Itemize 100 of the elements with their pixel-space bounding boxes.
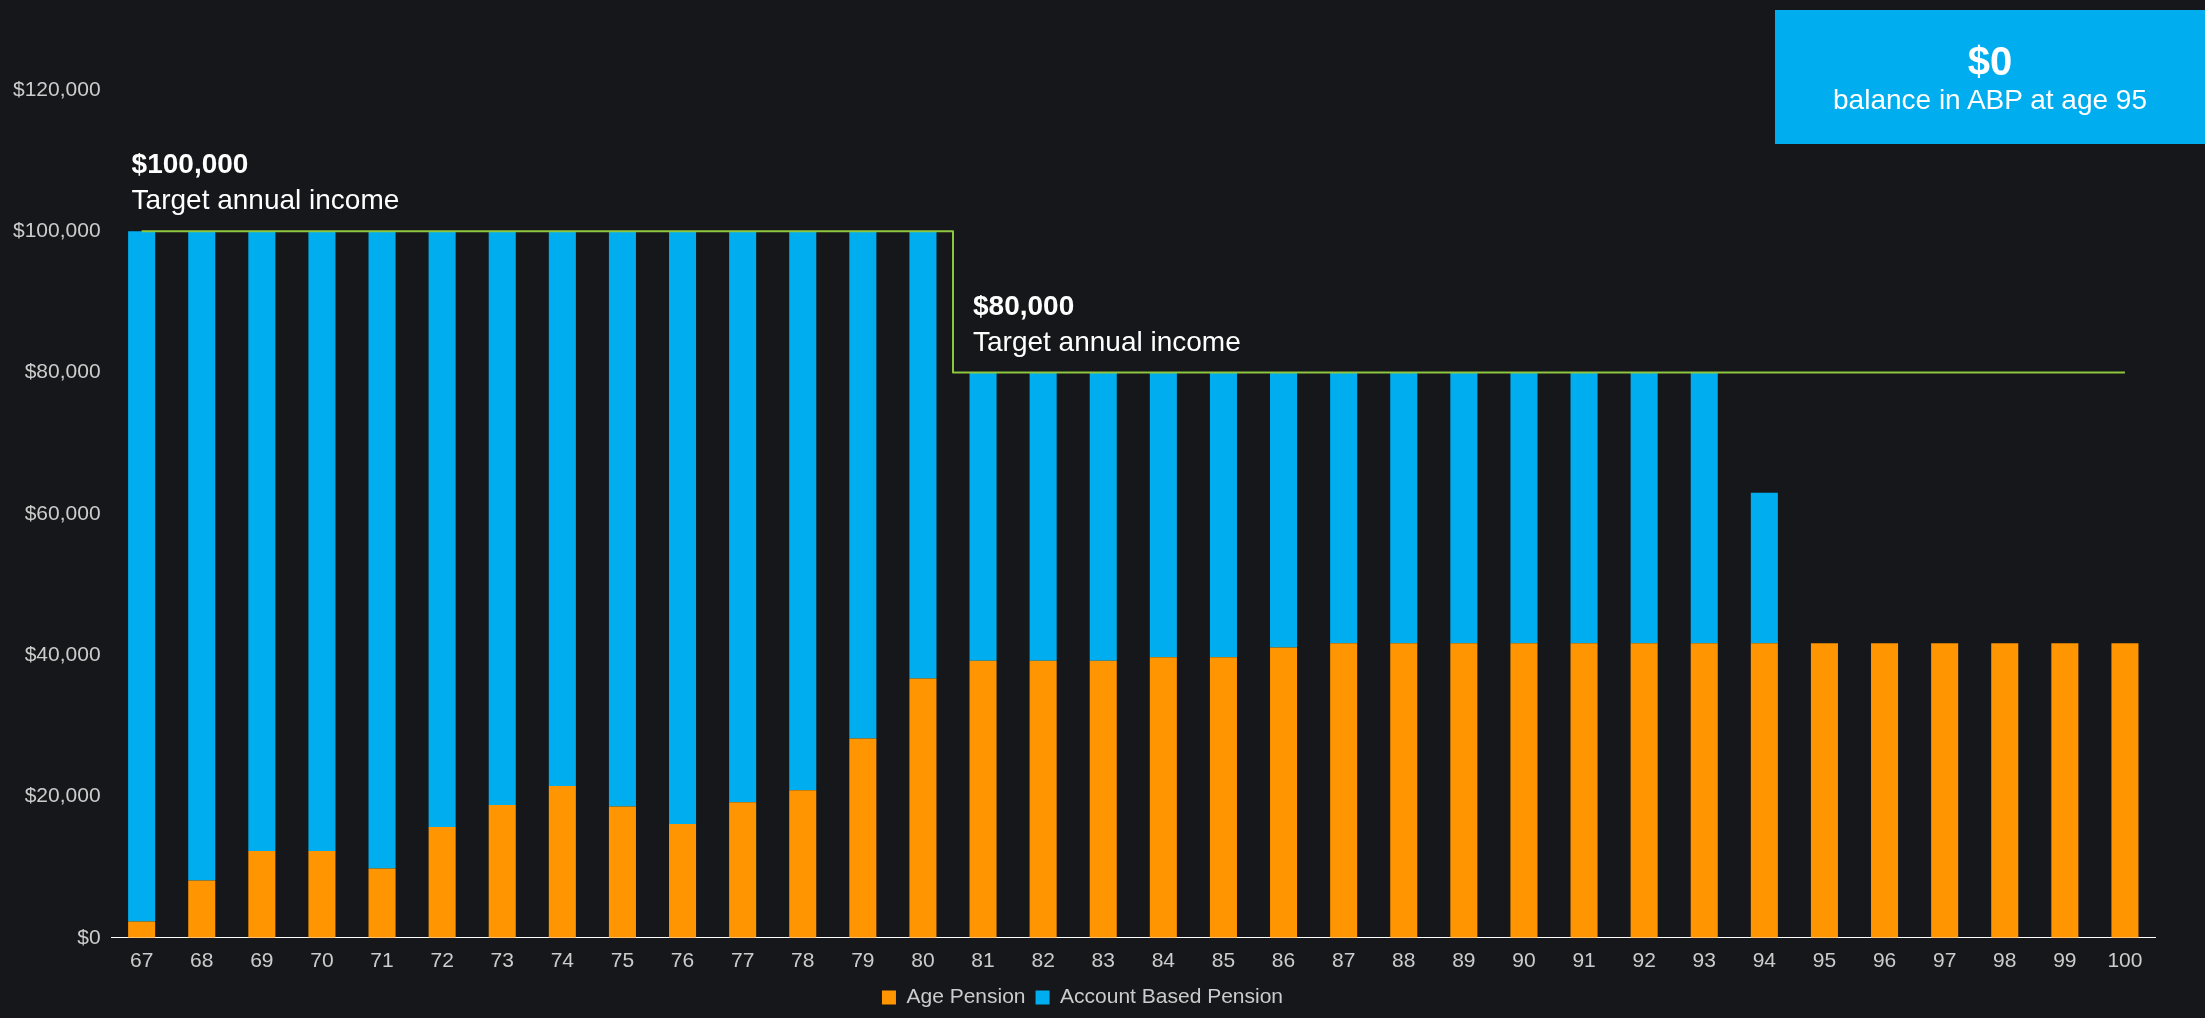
bar	[909, 678, 937, 938]
bar	[1089, 660, 1117, 938]
y-tick-label: $20,000	[24, 783, 101, 807]
bar	[1209, 372, 1237, 658]
bar	[1029, 372, 1057, 661]
legend-label: Account Based Pension	[1060, 984, 1284, 1008]
bar	[1510, 643, 1538, 938]
x-tick-label: 92	[1632, 948, 1656, 972]
x-tick-label: 70	[310, 948, 334, 972]
x-tick-label: 97	[1932, 948, 1957, 972]
y-tick-label: $40,000	[24, 642, 101, 665]
bar	[1270, 372, 1298, 648]
x-tick-label: 85	[1211, 948, 1236, 972]
bar	[548, 231, 576, 786]
bar	[128, 921, 156, 938]
bar	[608, 806, 636, 938]
bar	[1630, 643, 1658, 938]
bar	[248, 231, 276, 851]
bar	[1991, 643, 2019, 938]
annotation: $80,000 Target annual income	[972, 289, 1241, 357]
x-tick-label: 89	[1452, 948, 1476, 972]
bar	[1630, 372, 1658, 644]
x-tick-label: 71	[370, 948, 394, 972]
y-tick-label: $0	[77, 924, 101, 948]
bar	[1570, 372, 1598, 644]
bar	[1330, 372, 1358, 644]
bar	[2111, 643, 2139, 938]
x-tick-label: 99	[2053, 948, 2077, 972]
bar	[1510, 372, 1538, 644]
x-tick-label: 69	[250, 948, 274, 972]
bar	[1029, 660, 1057, 938]
bar	[1270, 647, 1298, 938]
bar	[1089, 372, 1117, 661]
bar	[128, 231, 156, 922]
x-tick-label: 83	[1091, 948, 1115, 972]
x-tick-label: 82	[1031, 948, 1055, 972]
x-tick-label: 73	[490, 948, 514, 972]
bar	[308, 231, 336, 851]
bar	[1690, 643, 1718, 938]
x-tick-label: 87	[1331, 948, 1356, 972]
legend-label: Age Pension	[906, 984, 1026, 1008]
bar	[1690, 372, 1718, 644]
bar	[1750, 643, 1778, 938]
x-tick-label: 80	[911, 948, 935, 972]
x-tick-label: 79	[851, 948, 875, 972]
bar	[849, 231, 877, 739]
y-tick-label: $60,000	[24, 500, 101, 524]
x-tick-label: 67	[129, 948, 154, 972]
x-tick-label: 91	[1572, 948, 1596, 972]
bar	[368, 868, 396, 938]
x-tick-label: 81	[971, 948, 995, 972]
annotation: $0 balance in ABP at age 95	[1832, 38, 2148, 116]
bar	[969, 660, 997, 938]
bar	[669, 824, 697, 938]
x-tick-label: 74	[550, 948, 575, 972]
bar	[1570, 643, 1598, 938]
bar	[1330, 643, 1358, 938]
x-tick-label: 93	[1692, 948, 1716, 972]
bar	[1750, 492, 1778, 644]
bar	[188, 231, 216, 881]
bar	[308, 850, 336, 938]
x-tick-label: 68	[190, 948, 214, 972]
bar	[1450, 372, 1478, 644]
bar	[969, 372, 997, 661]
bar	[789, 790, 817, 938]
bar	[1209, 657, 1237, 938]
bar	[248, 850, 276, 938]
bar	[729, 231, 757, 803]
x-tick-label: 94	[1752, 948, 1777, 972]
bar	[1871, 643, 1899, 938]
bar	[1390, 372, 1418, 644]
bar	[1149, 372, 1177, 658]
bar	[909, 231, 937, 679]
x-tick-label: 72	[430, 948, 454, 972]
bar	[1450, 643, 1478, 938]
x-tick-label: 77	[730, 948, 755, 972]
bar	[608, 231, 636, 807]
x-tick-label: 76	[670, 948, 695, 972]
bar	[488, 804, 516, 938]
x-tick-label: 100	[2107, 948, 2143, 972]
bar	[1390, 643, 1418, 938]
bar	[729, 802, 757, 938]
bar	[188, 880, 216, 938]
bar	[669, 231, 697, 825]
bar	[428, 826, 456, 938]
x-tick-label: 75	[610, 948, 635, 972]
x-tick-label: 88	[1392, 948, 1416, 972]
bar	[789, 231, 817, 791]
bar	[1810, 643, 1838, 938]
y-tick-label: $120,000	[13, 76, 101, 100]
y-tick-label: $100,000	[13, 218, 101, 242]
bar	[428, 231, 456, 827]
x-tick-label: 98	[1993, 948, 2017, 972]
annotation: $100,000 Target annual income	[131, 148, 400, 216]
bar	[1931, 643, 1959, 938]
y-tick-label: $80,000	[24, 359, 101, 383]
x-tick-label: 84	[1151, 948, 1176, 972]
bar	[2051, 643, 2079, 938]
x-tick-label: 90	[1512, 948, 1536, 972]
bar	[548, 785, 576, 938]
